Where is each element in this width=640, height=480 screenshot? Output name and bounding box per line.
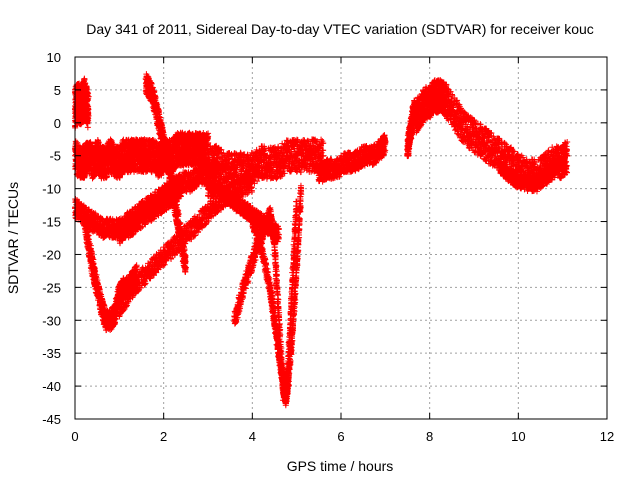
data-point [84, 124, 91, 131]
series-arc-main-early [72, 129, 212, 182]
data-points [72, 71, 571, 409]
data-point [72, 138, 79, 145]
